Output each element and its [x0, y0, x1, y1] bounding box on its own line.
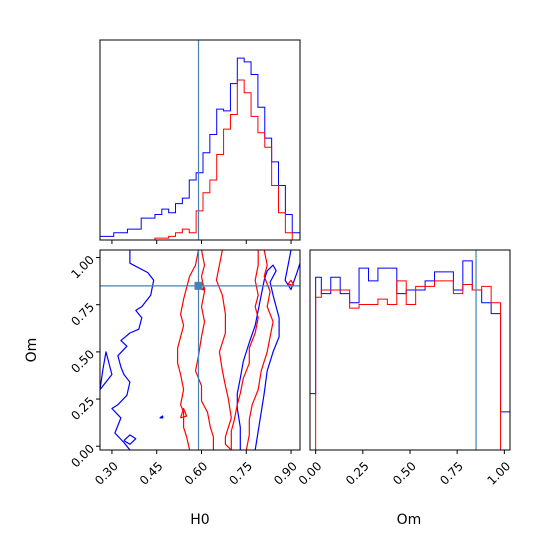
y-axis-label-om: Om [24, 338, 40, 363]
blue-contour-2 [123, 434, 137, 445]
blue-contour-5 [159, 415, 164, 419]
scatter-y-tick-label-0: 0.00 [68, 441, 97, 470]
blue-contour-3 [236, 264, 280, 450]
om-hist-x-tick-label-1: 0.25 [343, 459, 372, 488]
red-contour-3 [230, 250, 259, 450]
om-hist-x-tick-label-3: 0.75 [437, 459, 466, 488]
om-histogram-red [310, 280, 510, 450]
blue-contour-0 [111, 250, 155, 450]
red-contour-4 [245, 250, 274, 450]
red-contour-0 [177, 250, 200, 450]
blue-contour-1 [100, 351, 113, 390]
red-contour-5 [180, 407, 188, 419]
scatter-x-tick-label-2: 0.60 [182, 459, 211, 488]
x-axis-label-h0: H0 [190, 512, 209, 528]
scatter-y-tick-label-3: 0.75 [68, 300, 97, 329]
truth-marker [194, 281, 203, 290]
h0-histogram-red [100, 79, 300, 240]
h0-om-contour-panel: 0.30 0.45 0.60 0.75 0.90 0.00 0.25 0.50 0.75 1.00 [68, 249, 301, 488]
om-hist-x-tick-label-0: 0.00 [296, 459, 325, 488]
scatter-x-tick-label-3: 0.75 [226, 459, 255, 488]
scatter-y-tick-label-2: 0.50 [68, 347, 97, 376]
scatter-frame [99, 249, 301, 451]
h0-histogram-blue [100, 57, 300, 240]
blue-contour-4 [284, 250, 300, 291]
red-contour-7 [287, 279, 295, 287]
h0-histogram-panel [99, 39, 301, 244]
scatter-x-tick-label-4: 0.90 [271, 459, 300, 488]
om-histogram-panel: 0.00 0.25 0.50 0.75 1.00 [296, 249, 513, 488]
x-axis-label-om: Om [397, 512, 422, 528]
om-histogram-blue [310, 260, 510, 450]
red-contour-6 [201, 287, 206, 291]
scatter-y-tick-label-4: 1.00 [68, 253, 97, 282]
om-hist-x-tick-label-4: 1.00 [484, 459, 513, 488]
red-contour-2 [215, 250, 232, 450]
scatter-x-tick-label-0: 0.30 [92, 459, 121, 488]
scatter-y-tick-label-1: 0.25 [68, 394, 97, 423]
scatter-x-tick-label-1: 0.45 [137, 459, 166, 488]
h0-histogram-frame [99, 39, 301, 241]
om-hist-x-tick-label-2: 0.50 [390, 459, 419, 488]
